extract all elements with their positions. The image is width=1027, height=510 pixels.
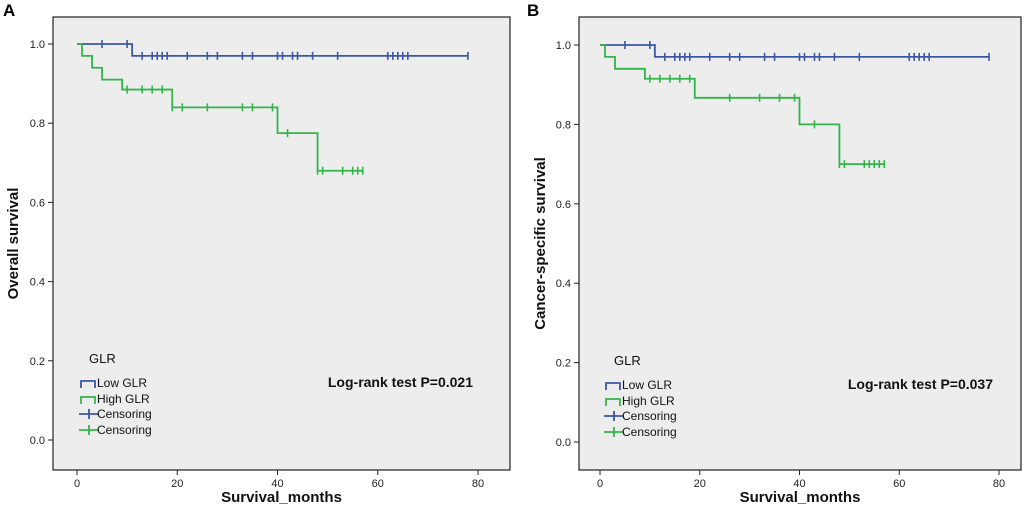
km-curve-low-glr xyxy=(600,44,990,58)
y-tick-label: 0.2 xyxy=(30,356,45,368)
legend-swatch-low-glr xyxy=(80,380,96,388)
legend-swatch-high-glr xyxy=(80,396,96,404)
x-axis-label: Survival_months xyxy=(221,489,342,506)
chart-panel-a: A 0.0 0.2 0.4 0.6 0.8 1.0 0 20 40 60 80 Survival_mon… xyxy=(3,1,511,506)
y-tick-label: 0.6 xyxy=(556,199,571,211)
y-tick-label: 0.2 xyxy=(556,358,571,370)
y-tick-label: 0.6 xyxy=(30,197,45,209)
panel-label: A xyxy=(3,1,15,20)
legend-entry: High GLR xyxy=(97,392,150,406)
legend-entry: Censoring xyxy=(622,425,677,439)
km-curve-low-glr xyxy=(77,43,468,57)
y-tick-label: 1.0 xyxy=(556,40,571,52)
y-tick-label: 0.0 xyxy=(30,435,45,447)
y-tick-label: 0.8 xyxy=(30,118,45,130)
x-tick-label: 40 xyxy=(793,478,805,490)
x-tick-label: 40 xyxy=(271,478,283,490)
legend-title: GLR xyxy=(614,353,641,368)
y-tick-label: 0.4 xyxy=(556,278,571,290)
y-tick-label: 0.0 xyxy=(556,437,571,449)
legend-entry: Censoring xyxy=(622,409,677,423)
x-axis-label: Survival_months xyxy=(740,489,861,506)
x-tick-label: 20 xyxy=(694,478,706,490)
legend-swatch-high-glr xyxy=(605,398,621,406)
legend-entry: Low GLR xyxy=(622,378,672,392)
x-tick-label: 20 xyxy=(171,478,183,490)
plot-frame xyxy=(52,16,511,471)
km-curve-high-glr xyxy=(77,43,363,172)
y-tick-label: 1.0 xyxy=(30,39,45,51)
plot-frame xyxy=(578,16,1022,471)
legend-entry: Low GLR xyxy=(97,376,147,390)
y-axis-label: Cancer-specific survival xyxy=(532,157,549,330)
legend-title: GLR xyxy=(89,351,116,366)
y-tick-label: 0.8 xyxy=(556,119,571,131)
y-axis-label: Overall survival xyxy=(5,188,22,300)
legend-entry: High GLR xyxy=(622,394,675,408)
chart-panel-b: B 0.0 0.2 0.4 0.6 0.8 1.0 0 20 40 60 80 Survival_mon… xyxy=(527,1,1022,506)
logrank-annotation: Log-rank test P=0.037 xyxy=(848,376,993,392)
legend-swatch-low-glr xyxy=(605,382,621,390)
panel-label: B xyxy=(527,1,539,20)
logrank-annotation: Log-rank test P=0.021 xyxy=(328,374,473,390)
x-tick-label: 60 xyxy=(893,478,905,490)
x-tick-label: 0 xyxy=(74,478,80,490)
legend-entry: Censoring xyxy=(97,423,152,437)
x-tick-label: 60 xyxy=(372,478,384,490)
legend-entry: Censoring xyxy=(97,407,152,421)
x-tick-label: 0 xyxy=(597,478,603,490)
y-tick-label: 0.4 xyxy=(30,277,45,289)
x-tick-label: 80 xyxy=(993,478,1005,490)
x-tick-label: 80 xyxy=(472,478,484,490)
